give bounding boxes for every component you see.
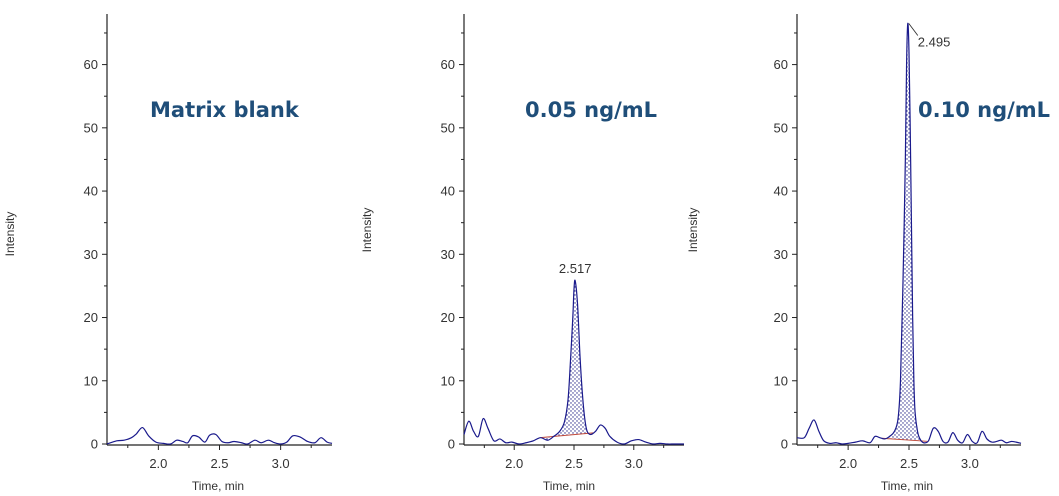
y-tick-label: 50: [774, 120, 788, 135]
chromatogram-trace: [106, 426, 333, 445]
y-tick-label: 60: [441, 57, 455, 72]
x-tick-label: 2.5: [210, 456, 228, 471]
x-tick-label: 3.0: [272, 456, 290, 471]
x-axis-title-1: Time, min: [192, 479, 244, 493]
y-axis-3: 0 10 20 30 40 50 60: [774, 14, 798, 452]
peak-label-leader: [908, 23, 919, 36]
chromatogram-trace: [463, 279, 684, 445]
y-axis-2: 0 10 20 30 40 50 60: [441, 14, 465, 452]
y-axis-title-1: Intensity: [3, 212, 17, 257]
y-axis-title-3: Intensity: [686, 208, 700, 253]
peak-area: [539, 280, 594, 441]
y-tick-label: 10: [441, 373, 455, 388]
trace-2: 2.517: [463, 261, 684, 445]
y-tick-label: 30: [441, 247, 455, 262]
y-tick-label: 0: [91, 437, 98, 452]
y-axis-1: 0 10 20 30 40 50 60: [84, 14, 108, 452]
y-tick-label: 40: [441, 184, 455, 199]
x-tick-label: 2.0: [149, 456, 167, 471]
chromatogram-trace: [796, 22, 1022, 445]
y-tick-label: 50: [84, 120, 98, 135]
peak-area: [882, 23, 928, 443]
y-tick-label: 0: [781, 437, 788, 452]
x-axis-title-3: Time, min: [881, 479, 933, 493]
x-axis-1: 2.0 2.5 3.0: [107, 444, 332, 471]
x-tick-label: 2.0: [505, 456, 523, 471]
y-tick-label: 20: [441, 310, 455, 325]
y-tick-label: 0: [448, 437, 455, 452]
peak-baseline: [540, 432, 594, 439]
y-tick-label: 30: [774, 247, 788, 262]
panel-label-2: 0.05 ng/mL: [525, 98, 657, 122]
trace-3: 2.495: [796, 22, 1022, 445]
y-tick-label: 10: [84, 373, 98, 388]
peak-rt-label: 2.495: [918, 34, 951, 49]
x-tick-label: 2.5: [565, 456, 583, 471]
panel-label-3: 0.10 ng/mL: [918, 98, 1050, 122]
panel-matrix-blank: 0 10 20 30 40 50 60 2.0 2.5 3.0 Intensity Time, …: [3, 14, 333, 493]
y-tick-label: 20: [774, 310, 788, 325]
panel-label-1: Matrix blank: [150, 98, 300, 122]
y-tick-label: 20: [84, 310, 98, 325]
peak-baseline: [882, 437, 928, 442]
trace-1: [106, 426, 333, 445]
y-tick-label: 60: [84, 57, 98, 72]
peak-rt-label: 2.517: [559, 261, 592, 276]
x-tick-label: 3.0: [961, 456, 979, 471]
y-axis-title-2: Intensity: [360, 208, 374, 253]
x-tick-label: 2.5: [900, 456, 918, 471]
x-axis-title-2: Time, min: [543, 479, 595, 493]
x-tick-label: 3.0: [625, 456, 643, 471]
y-tick-label: 40: [84, 184, 98, 199]
x-axis-3: 2.0 2.5 3.0: [797, 444, 1021, 471]
x-tick-label: 2.0: [839, 456, 857, 471]
y-tick-label: 10: [774, 373, 788, 388]
y-tick-label: 50: [441, 120, 455, 135]
y-tick-label: 40: [774, 184, 788, 199]
y-tick-label: 30: [84, 247, 98, 262]
x-axis-2: 2.0 2.5 3.0: [464, 444, 684, 471]
y-tick-label: 60: [774, 57, 788, 72]
